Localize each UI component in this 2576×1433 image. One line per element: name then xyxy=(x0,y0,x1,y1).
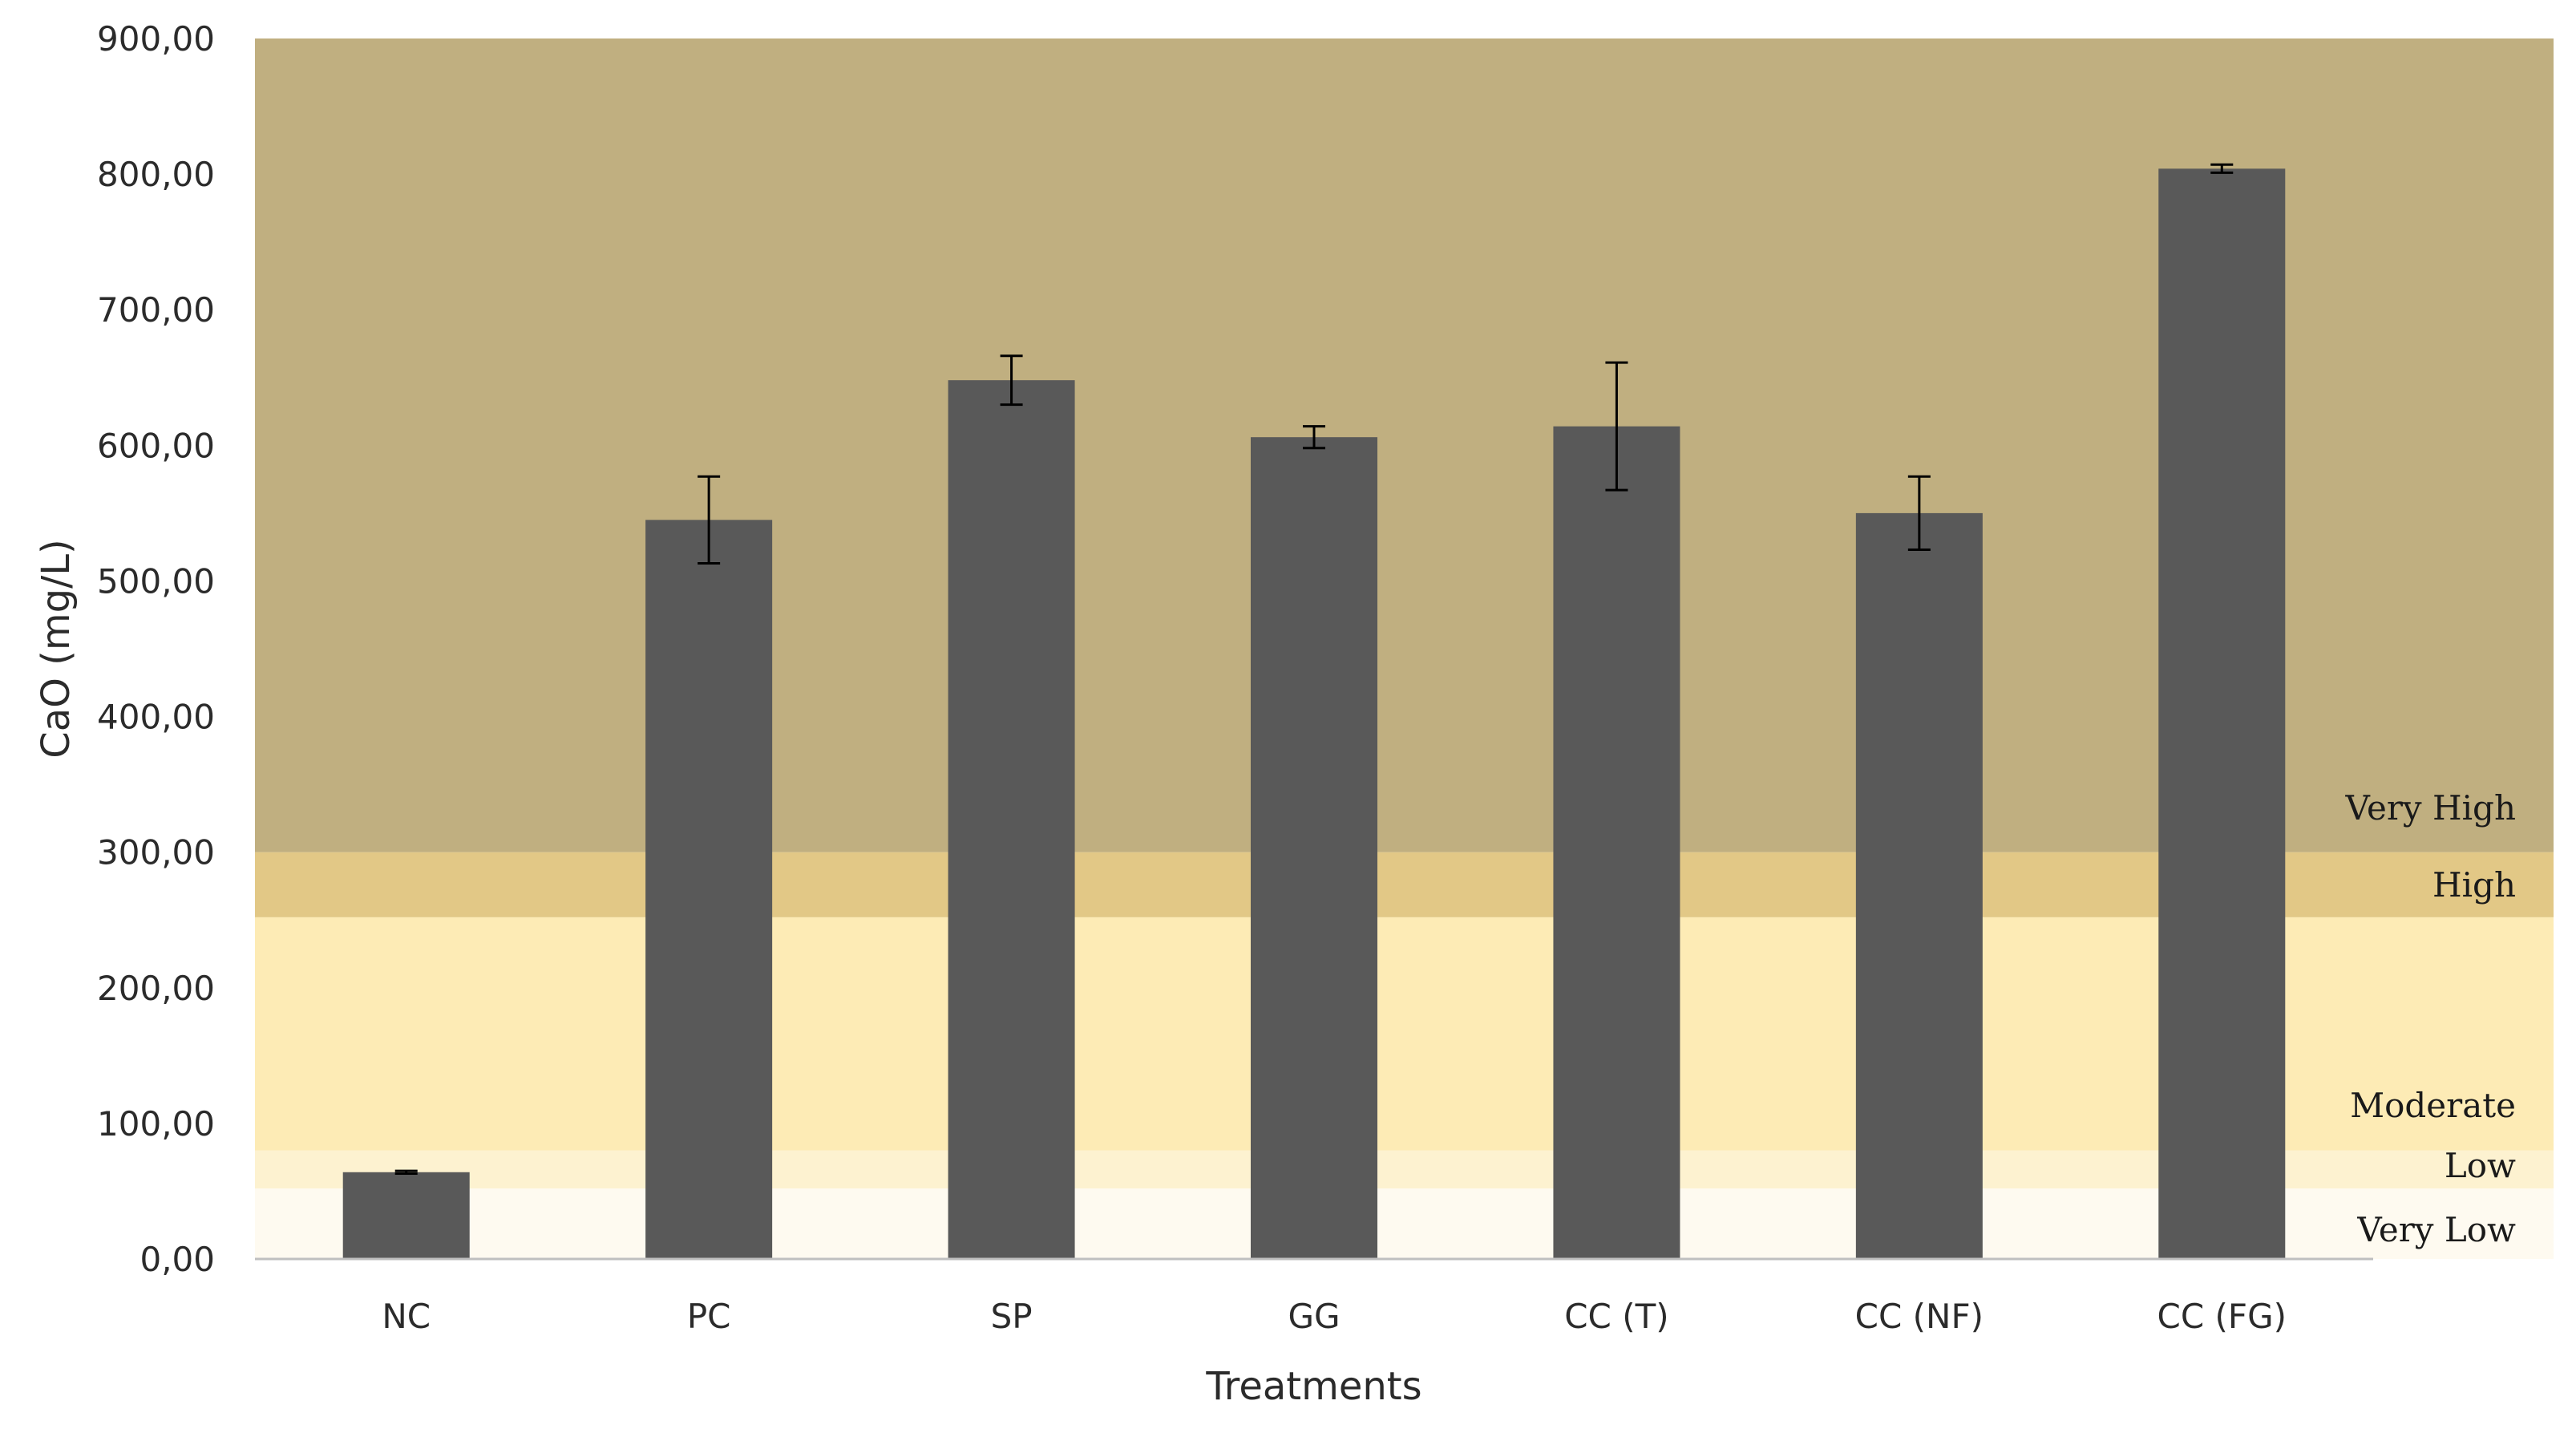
bar-pc xyxy=(645,520,773,1259)
x-axis-title: Treatments xyxy=(1205,1364,1421,1409)
y-tick-label: 800,00 xyxy=(97,155,215,194)
error-bar-cc-fg xyxy=(2210,163,2234,174)
band-label-moderate: Moderate xyxy=(2350,1086,2516,1125)
bars xyxy=(342,168,2286,1260)
bar-cc-t xyxy=(1553,426,1680,1260)
y-tick-label: 200,00 xyxy=(97,969,215,1008)
x-tick-label-sp: SP xyxy=(991,1297,1033,1336)
band-label-high: High xyxy=(2432,865,2516,905)
x-tick-label-gg: GG xyxy=(1288,1297,1340,1336)
y-tick-label: 500,00 xyxy=(97,561,215,601)
y-axis-ticks: 0,00 100,00 200,00 300,00 400,00 500,00 600,00… xyxy=(97,19,215,1279)
x-tick-label-cc-fg: CC (FG) xyxy=(2157,1297,2287,1336)
error-bar-cc-nf xyxy=(1907,475,1931,552)
y-tick-label: 700,00 xyxy=(97,290,215,330)
error-bar-pc xyxy=(698,475,721,565)
y-axis-title: CaO (mg/L) xyxy=(34,539,79,759)
error-bars xyxy=(394,163,2234,1175)
y-tick-label: 300,00 xyxy=(97,833,215,872)
error-bar-nc xyxy=(394,1169,418,1175)
y-tick-label: 0,00 xyxy=(140,1240,215,1279)
error-bar-sp xyxy=(1000,354,1023,407)
y-tick-label: 400,00 xyxy=(97,698,215,737)
error-bar-cc-t xyxy=(1605,361,1628,492)
band-label-low: Low xyxy=(2445,1146,2516,1185)
x-tick-label-pc: PC xyxy=(687,1297,731,1336)
bar-nc xyxy=(342,1172,470,1259)
y-tick-label: 600,00 xyxy=(97,426,215,465)
band-labels: Very Low Low Moderate High Very High xyxy=(2345,788,2517,1249)
y-tick-label: 100,00 xyxy=(97,1104,215,1144)
x-tick-label-nc: NC xyxy=(382,1297,431,1336)
x-tick-label-cc-nf: CC (NF) xyxy=(1855,1297,1984,1336)
bar-gg xyxy=(1251,437,1377,1259)
error-bar-gg xyxy=(1303,425,1325,450)
bar-cc-fg xyxy=(2158,168,2286,1259)
x-tick-label-cc-t: CC (T) xyxy=(1564,1297,1668,1336)
x-axis-ticks: NC PC SP GG CC (T) CC (NF) CC (FG) xyxy=(382,1297,2287,1336)
bar-cc-nf xyxy=(1855,512,1983,1259)
y-tick-label: 900,00 xyxy=(97,19,215,59)
band-label-very-low: Very Low xyxy=(2356,1210,2516,1249)
band-label-very-high: Very High xyxy=(2345,788,2516,828)
bar-sp xyxy=(948,380,1075,1259)
